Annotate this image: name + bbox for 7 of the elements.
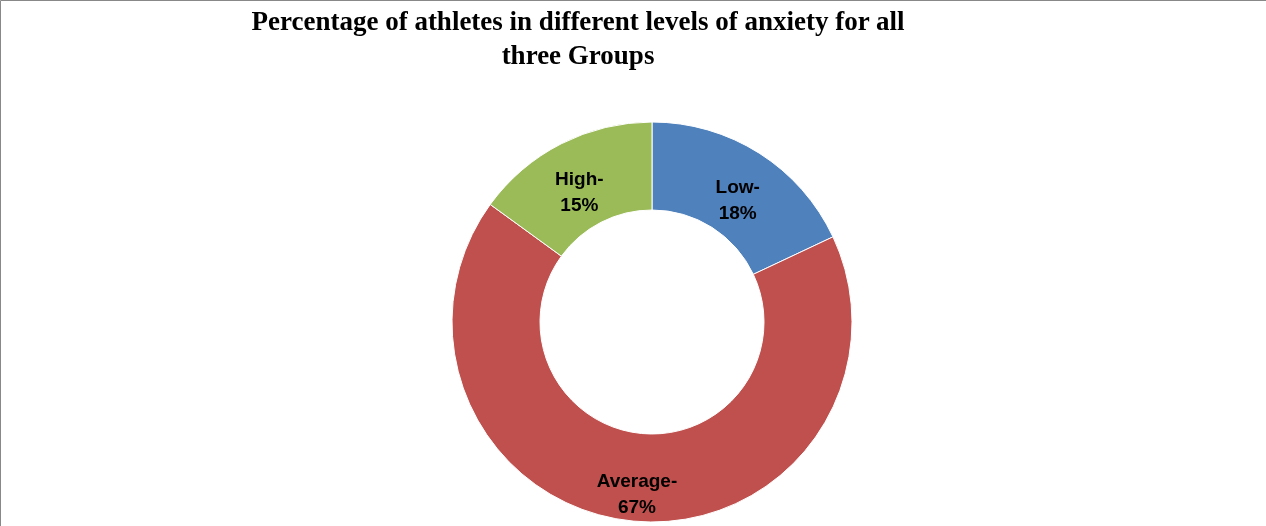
slice-label: High-	[555, 168, 604, 190]
data-label: 67%	[617, 496, 657, 518]
data-label: 18%	[718, 201, 757, 223]
slice-label: Low-	[715, 175, 760, 197]
slice-label: Average-	[596, 470, 678, 492]
chart-title: Percentage of athletes in different levels of anxiety for all three Groups	[251, 6, 906, 70]
data-label: 15%	[560, 194, 599, 216]
